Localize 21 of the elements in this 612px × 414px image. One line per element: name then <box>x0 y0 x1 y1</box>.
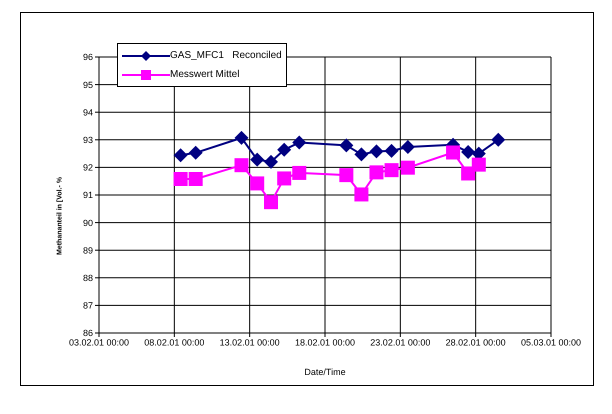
x-tick-label: 08.02.01 00:00 <box>144 337 204 348</box>
y-tick-label: 86 <box>82 328 93 338</box>
y-tick-label: 96 <box>82 52 93 62</box>
x-tick-label: 23.02.01 00:00 <box>370 337 430 348</box>
x-tick-label: 18.02.01 00:00 <box>294 337 356 348</box>
y-tick-label: 89 <box>82 245 93 256</box>
x-tick-label: 03.02.01 00:00 <box>68 337 130 348</box>
y-tick-label: 94 <box>82 107 93 118</box>
y-tick-label: 87 <box>82 300 93 311</box>
y-tick-label: 91 <box>82 190 93 200</box>
y-tick-label: 88 <box>82 272 93 283</box>
legend-label: Messwert Mittel <box>170 69 240 80</box>
y-tick-label: 92 <box>82 162 93 173</box>
legend-label: GAS_MFC1 Reconciled <box>170 50 282 61</box>
x-tick-label: 28.02.01 00:00 <box>446 337 506 348</box>
y-tick-label: 93 <box>82 134 93 145</box>
y-tick-label: 95 <box>82 80 93 90</box>
y-tick-label: 90 <box>82 218 93 228</box>
x-tick-label: 05.03.01 00:00 <box>520 337 582 348</box>
x-tick-label: 13.02.01 00:00 <box>220 337 280 348</box>
x-axis-title: Date/Time <box>304 367 346 377</box>
